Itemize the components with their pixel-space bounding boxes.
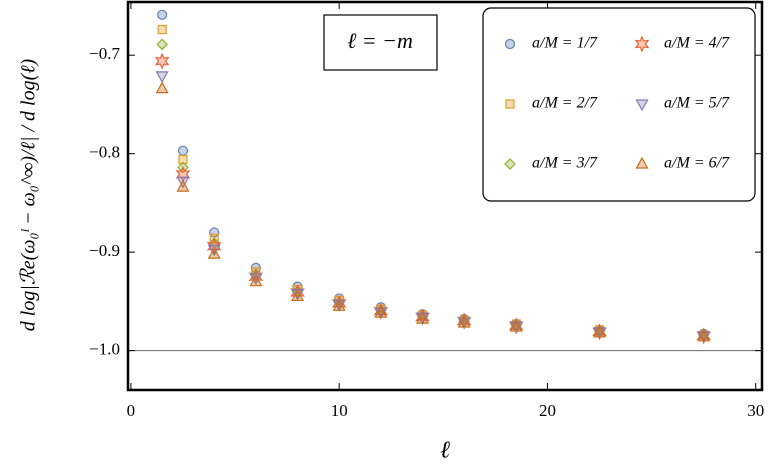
y-tick-label: −0.7 [89,44,120,63]
marker [249,274,263,287]
legend-box [482,7,756,202]
marker [374,305,388,318]
y-axis-label: d log|ℛe(ω₀ˡ − ω₀^∞)/ℓ| / d log(ℓ) [18,58,40,331]
legend-label: a/M = 3/7 [532,155,598,172]
x-axis-label: ℓ [440,438,450,464]
marker [249,273,263,285]
x-tick-label: 20 [539,401,556,420]
legend-marker [635,99,649,112]
marker [157,9,168,20]
legend-marker [505,99,515,109]
marker [156,38,169,51]
marker [415,311,430,324]
marker [157,24,167,35]
legend-label: a/M = 5/7 [664,95,730,112]
legend-marker [504,38,516,50]
legend-label: a/M = 1/7 [532,35,598,52]
x-tick-label: 10 [331,401,348,420]
marker [332,299,346,311]
marker [155,71,169,84]
x-tick-label: 30 [747,401,764,420]
marker [207,246,221,259]
legend-label: a/M = 4/7 [664,35,730,52]
marker [509,319,523,332]
marker [207,244,221,257]
marker [457,315,471,328]
marker [593,325,607,338]
legend-marker [634,35,650,53]
y-tick-label: −0.8 [89,143,120,162]
annotation: ℓ = −m [347,28,413,53]
legend-label: a/M = 6/7 [664,155,730,172]
annotation-box [323,14,438,71]
y-tick-label: −0.9 [89,241,120,260]
marker [206,237,222,255]
marker [155,81,169,94]
legend-marker [504,158,516,170]
plot-frame [126,0,764,392]
marker [178,154,188,165]
marker [291,289,305,302]
marker [176,179,190,192]
marker [697,329,711,342]
x-tick-label: 0 [127,401,136,420]
marker [154,52,170,70]
y-tick-label: −1.0 [89,340,120,359]
marker [177,145,189,156]
legend-marker [635,156,649,169]
legend-label: a/M = 2/7 [532,95,598,112]
